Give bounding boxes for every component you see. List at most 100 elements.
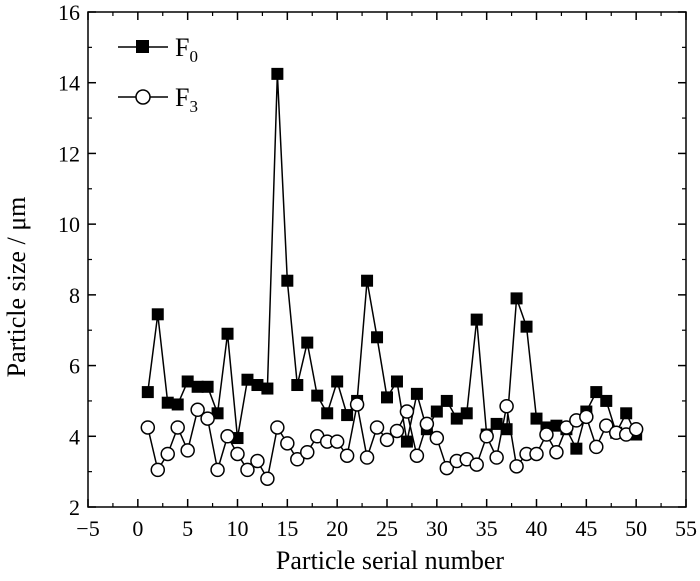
data-point xyxy=(469,457,484,472)
data-point xyxy=(171,398,184,411)
data-point xyxy=(251,379,264,392)
data-point xyxy=(539,427,554,442)
legend-f0-marker xyxy=(136,40,149,53)
x-tick-label: −5 xyxy=(76,516,99,541)
data-point xyxy=(341,409,354,422)
data-point xyxy=(479,429,494,444)
data-point xyxy=(590,386,603,399)
legend-f0-name: F xyxy=(175,33,189,62)
data-point xyxy=(520,320,533,333)
x-tick-label: 40 xyxy=(526,516,548,541)
x-axis: −5 0 5 10 15 20 25 30 35 40 45 50 55 xyxy=(76,12,697,541)
legend-f3-name: F xyxy=(175,83,189,112)
data-point xyxy=(200,411,215,426)
series-f0 xyxy=(141,67,643,455)
data-point xyxy=(240,462,255,478)
y-tick-label: 16 xyxy=(58,0,80,25)
data-point xyxy=(530,412,543,425)
data-point xyxy=(589,439,604,455)
data-point xyxy=(281,274,294,287)
data-point xyxy=(460,407,473,420)
data-point xyxy=(260,471,275,486)
data-point xyxy=(220,429,235,444)
data-point xyxy=(490,417,503,430)
data-point xyxy=(141,386,154,399)
data-point xyxy=(150,462,166,478)
data-point xyxy=(300,444,315,460)
y-tick-label: 14 xyxy=(58,71,80,96)
data-point xyxy=(181,375,194,388)
data-point xyxy=(170,420,185,435)
data-point xyxy=(359,450,375,465)
y-axis-title: Particle size / μm xyxy=(2,197,31,378)
data-point xyxy=(500,423,513,436)
data-point xyxy=(140,420,156,435)
data-point xyxy=(409,448,425,463)
y-axis: 2 4 6 8 10 12 14 16 xyxy=(58,0,686,520)
y-tick-label: 8 xyxy=(69,283,80,308)
x-tick-label: 35 xyxy=(476,516,498,541)
data-point xyxy=(271,67,284,80)
data-point xyxy=(430,405,443,418)
data-point xyxy=(160,446,175,462)
data-point xyxy=(371,331,384,344)
x-tick-label: 45 xyxy=(575,516,597,541)
data-point xyxy=(399,404,415,419)
data-point xyxy=(489,450,504,465)
data-point xyxy=(410,387,423,400)
data-point xyxy=(329,434,345,449)
data-point xyxy=(439,460,455,476)
data-point xyxy=(311,389,324,402)
data-point xyxy=(570,442,583,455)
data-point xyxy=(250,453,265,469)
data-point xyxy=(470,313,483,326)
x-tick-label: 0 xyxy=(132,516,143,541)
data-point xyxy=(499,398,514,414)
data-point xyxy=(390,375,403,388)
data-point xyxy=(190,402,205,418)
data-point xyxy=(379,432,395,448)
data-point xyxy=(628,421,644,437)
data-point xyxy=(450,412,463,425)
data-point xyxy=(529,446,544,462)
data-point xyxy=(230,446,245,462)
legend-f0-label: F0 xyxy=(175,33,198,66)
data-point xyxy=(599,418,614,433)
data-point xyxy=(349,397,365,412)
y-tick-label: 10 xyxy=(58,212,80,237)
legend-f3-marker xyxy=(135,89,151,105)
legend-entry-f0: F0 xyxy=(118,33,198,66)
legend-f0-sub: 0 xyxy=(189,47,198,66)
data-point xyxy=(151,308,164,321)
data-point xyxy=(369,420,385,435)
data-point xyxy=(280,436,295,451)
data-point xyxy=(261,382,274,395)
y-tick-label: 12 xyxy=(58,141,80,166)
data-point xyxy=(321,407,334,420)
data-point xyxy=(389,423,405,439)
data-point xyxy=(331,375,344,388)
x-axis-title: Particle serial number xyxy=(276,546,504,575)
data-point xyxy=(509,459,524,474)
data-point xyxy=(549,444,564,460)
x-tick-label: 55 xyxy=(675,516,697,541)
data-point xyxy=(270,420,285,435)
y-tick-label: 6 xyxy=(69,354,80,379)
data-point xyxy=(579,409,594,425)
data-point xyxy=(339,448,355,463)
data-point xyxy=(291,379,304,392)
data-point xyxy=(241,373,254,386)
data-point xyxy=(161,396,174,409)
data-point xyxy=(301,336,314,349)
legend-f3-sub: 3 xyxy=(189,97,198,116)
data-point xyxy=(440,394,453,407)
data-point xyxy=(429,430,445,446)
data-point xyxy=(361,274,374,287)
series-layer xyxy=(140,67,644,486)
data-point xyxy=(620,407,633,420)
legend: F0 F3 xyxy=(118,33,198,116)
x-tick-label: 15 xyxy=(276,516,298,541)
data-point xyxy=(419,416,435,432)
data-point xyxy=(381,391,393,404)
data-point xyxy=(290,452,305,467)
